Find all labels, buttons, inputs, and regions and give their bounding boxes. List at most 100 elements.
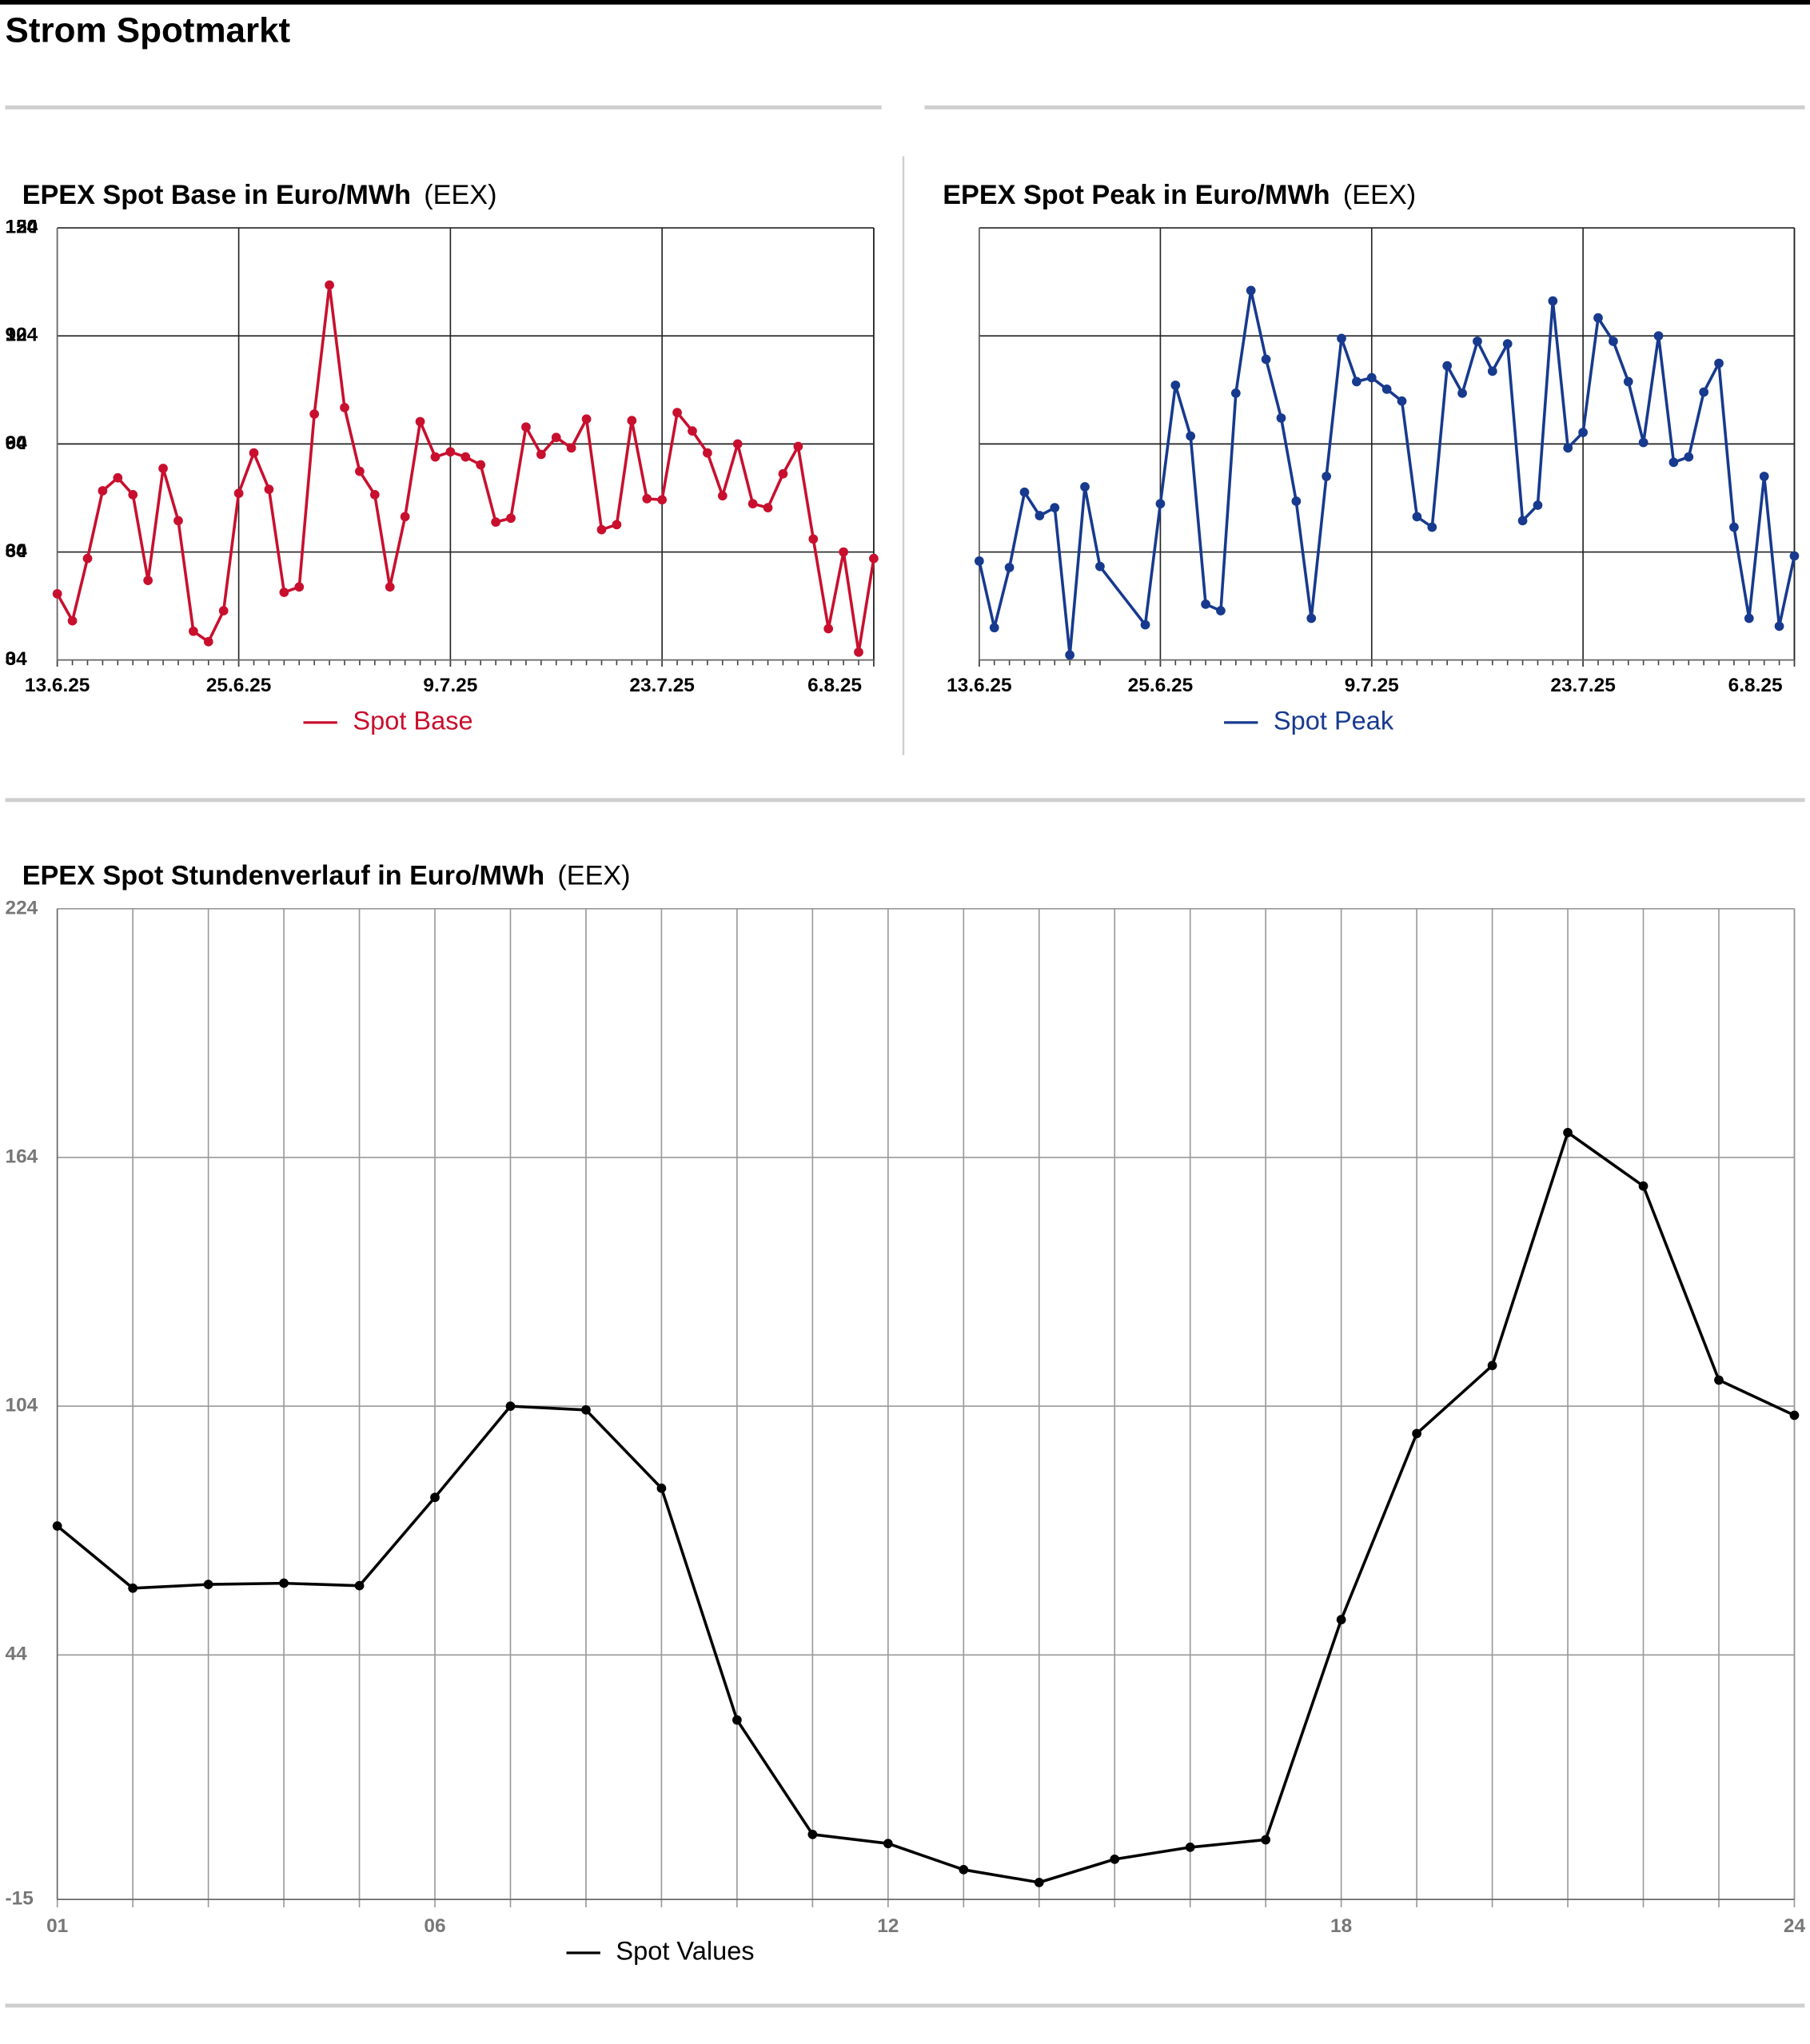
point [763, 503, 773, 512]
chart-subtitle: (EEX) [557, 861, 630, 891]
y-tick-label: 44 [6, 1644, 28, 1665]
point [1457, 388, 1467, 398]
point [128, 490, 138, 500]
chart-title: EPEX Spot Stundenverlauf in Euro/MWh (EEX… [22, 861, 631, 891]
point [1487, 366, 1497, 377]
point [1306, 613, 1317, 624]
y-tick-label: 224 [6, 897, 38, 918]
point [657, 495, 668, 505]
point [732, 1715, 742, 1725]
point [82, 553, 93, 564]
point [1593, 313, 1603, 323]
point [717, 491, 728, 501]
point [476, 460, 486, 470]
point [1774, 621, 1784, 632]
point [143, 576, 153, 586]
separator [5, 105, 882, 110]
x-tick-label: 13.6.25 [25, 675, 90, 696]
point [1609, 337, 1618, 346]
y-tick-label: 0 [6, 648, 17, 670]
legend-label: Spot Peak [1274, 707, 1394, 735]
point [1050, 503, 1060, 512]
point [1533, 500, 1543, 510]
chart-title-main: EPEX Spot Base in Euro/MWh [22, 180, 411, 210]
point [521, 422, 531, 432]
point [627, 416, 637, 425]
point [808, 534, 819, 544]
point [869, 553, 879, 564]
point [1397, 396, 1407, 406]
point [460, 452, 471, 462]
point [203, 636, 213, 647]
point [279, 1578, 289, 1588]
point [581, 1405, 591, 1415]
point [1563, 443, 1573, 453]
point [506, 513, 516, 524]
point [491, 517, 500, 528]
point [354, 1580, 365, 1591]
point [1714, 358, 1724, 369]
point [1638, 1181, 1649, 1191]
point [807, 1829, 818, 1839]
point [340, 403, 349, 412]
point [1080, 482, 1090, 492]
point [505, 1401, 516, 1411]
x-tick-label: 01 [46, 1915, 68, 1937]
x-tick-label: 23.7.25 [629, 675, 694, 696]
point [52, 588, 62, 599]
point [1563, 1127, 1573, 1138]
y-tick-label: 104 [6, 1395, 38, 1416]
x-tick-label: 9.7.25 [423, 675, 477, 696]
point [52, 1521, 62, 1531]
point [430, 452, 441, 462]
point [748, 499, 758, 509]
point [612, 520, 622, 530]
point [883, 1839, 893, 1849]
point [974, 556, 984, 566]
point [158, 464, 168, 473]
point [385, 582, 395, 592]
point [1186, 431, 1196, 441]
point [1366, 373, 1377, 383]
point [642, 494, 652, 504]
point [1578, 428, 1588, 437]
chart-title: EPEX Spot Base in Euro/MWh (EEX) [22, 180, 497, 210]
y-tick-label: 94 [6, 432, 28, 454]
point [656, 1483, 667, 1493]
point [1548, 296, 1558, 306]
point [173, 516, 183, 526]
point [1517, 516, 1528, 526]
series-line [56, 1130, 1796, 1884]
point [688, 426, 697, 436]
point [1276, 413, 1286, 423]
point [566, 443, 576, 453]
point [1004, 563, 1015, 572]
point [1337, 333, 1346, 344]
point [672, 408, 682, 418]
point [1155, 499, 1166, 509]
legend-label: Spot Base [353, 707, 472, 735]
point [1684, 452, 1694, 462]
y-tick-label: 164 [6, 1146, 38, 1167]
point [1412, 1428, 1421, 1439]
point [249, 448, 259, 458]
point [1140, 620, 1150, 630]
point [596, 524, 607, 535]
point [839, 547, 848, 557]
point [778, 468, 788, 479]
point [581, 414, 592, 424]
point [1261, 354, 1271, 365]
point [1322, 472, 1331, 481]
x-tick-label: 25.6.25 [1128, 675, 1193, 696]
point [732, 439, 743, 449]
point [233, 488, 244, 498]
point [67, 616, 78, 626]
point [1502, 339, 1513, 349]
point [1789, 1410, 1800, 1420]
separator [5, 798, 1805, 803]
point [1427, 522, 1437, 532]
y-tick-label: 30 [6, 540, 27, 562]
point [1789, 551, 1800, 561]
y-tick-label: 34 [6, 648, 28, 670]
